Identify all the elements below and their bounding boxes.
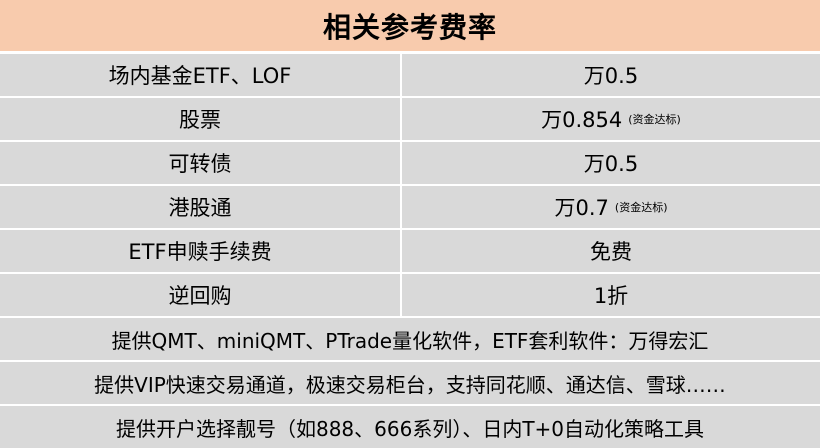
fee-row: 可转债 万0.5 — [0, 142, 820, 184]
fee-rate: 1折 — [593, 284, 629, 308]
fee-item-name: 可转债 — [0, 142, 402, 184]
fee-rate: 免费 — [590, 240, 632, 264]
fee-item-name: 逆回购 — [0, 274, 402, 316]
fee-item-name: 港股通 — [0, 186, 402, 228]
fee-note: (资金达标) — [628, 113, 681, 126]
fee-item-name: 场内基金ETF、LOF — [0, 54, 402, 96]
fee-rate-cell: 免费 — [402, 230, 820, 272]
service-note: 提供开户选择靓号（如888、666系列）、日内T+0自动化策略工具 — [115, 416, 705, 441]
fee-row: 逆回购 1折 — [0, 274, 820, 316]
service-note: 提供QMT、miniQMT、PTrade量化软件，ETF套利软件：万得宏汇 — [111, 328, 709, 353]
fee-note: (资金达标) — [614, 201, 668, 214]
service-note-row: 提供开户选择靓号（如888、666系列）、日内T+0自动化策略工具 — [0, 406, 820, 448]
service-note-row: 提供QMT、miniQMT、PTrade量化软件，ETF套利软件：万得宏汇 — [0, 318, 820, 360]
fee-rate: 万0.7 — [554, 196, 609, 220]
service-note-row: 提供VIP快速交易通道，极速交易柜台，支持同花顺、通达信、雪球…… — [0, 362, 820, 404]
fee-row: ETF申赎手续费 免费 — [0, 230, 820, 272]
fee-row: 场内基金ETF、LOF 万0.5 — [0, 54, 820, 96]
service-note: 提供VIP快速交易通道，极速交易柜台，支持同花顺、通达信、雪球…… — [94, 372, 726, 397]
fee-rate-cell: 万0.5 — [402, 142, 820, 184]
fee-rate: 万0.854 — [541, 108, 623, 132]
fee-rate-cell: 万0.854 (资金达标) — [402, 98, 820, 140]
fee-rate-cell: 1折 — [402, 274, 820, 316]
fee-rate: 万0.5 — [583, 64, 639, 88]
fee-item-name: 股票 — [0, 98, 402, 140]
fee-rate-cell: 万0.7 (资金达标) — [402, 186, 820, 228]
page-title: 相关参考费率 — [0, 0, 820, 51]
fee-rate-cell: 万0.5 — [402, 54, 820, 96]
fee-item-name: ETF申赎手续费 — [0, 230, 402, 272]
fee-row: 港股通 万0.7 (资金达标) — [0, 186, 820, 228]
fee-rate: 万0.5 — [583, 152, 639, 176]
fee-row: 股票 万0.854 (资金达标) — [0, 98, 820, 140]
